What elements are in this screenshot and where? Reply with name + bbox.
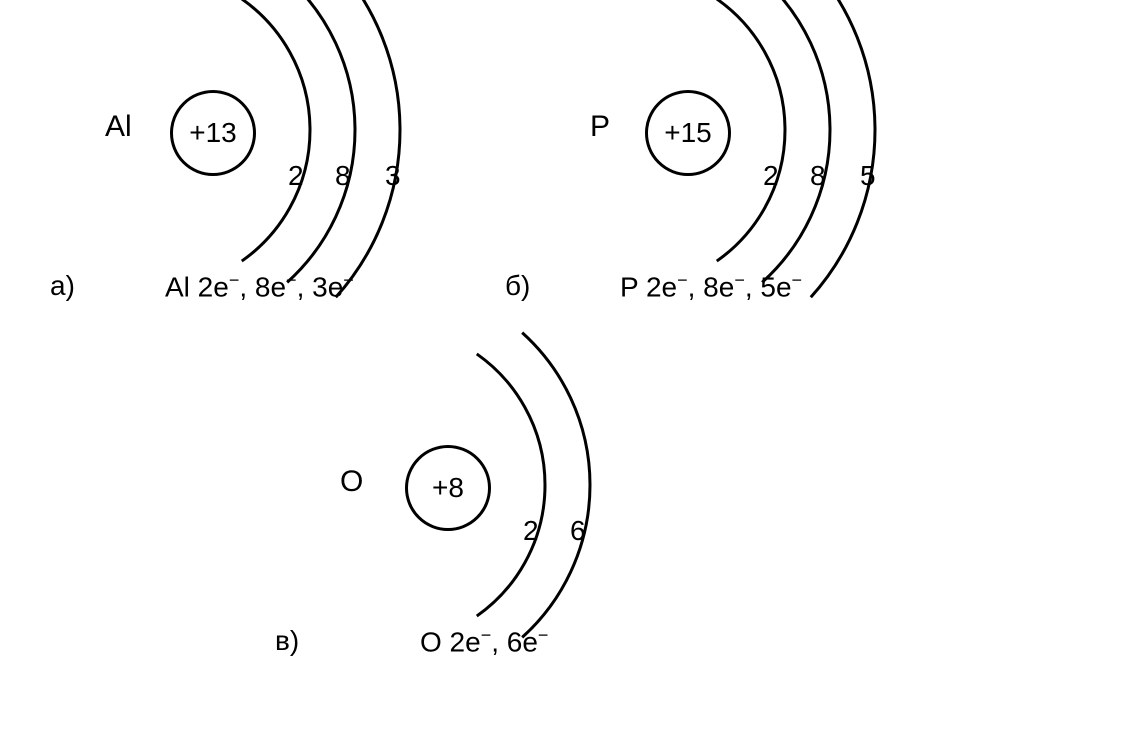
config-al: Al 2e−, 8e−, 3e− xyxy=(165,270,354,303)
shell-al-1-count: 2 xyxy=(288,160,304,192)
shell-o-2-count: 6 xyxy=(570,515,586,547)
shell-al-3-count: 3 xyxy=(385,160,401,192)
panel-label-v: в) xyxy=(275,625,299,657)
config-o: O 2e−, 6e− xyxy=(420,625,548,658)
nucleus-p: +15 xyxy=(645,90,731,176)
element-symbol-al: Al xyxy=(105,110,132,144)
panel-label-b: б) xyxy=(505,270,530,302)
nucleus-charge-p: +15 xyxy=(664,117,712,149)
panel-label-a: а) xyxy=(50,270,75,302)
config-p: P 2e−, 8e−, 5e− xyxy=(620,270,802,303)
nucleus-charge-o: +8 xyxy=(432,472,464,504)
element-symbol-p: P xyxy=(590,110,610,144)
shells-o xyxy=(0,0,1128,730)
shell-o-1-count: 2 xyxy=(523,515,539,547)
shells-al xyxy=(0,0,1128,730)
nucleus-charge-al: +13 xyxy=(189,117,237,149)
nucleus-al: +13 xyxy=(170,90,256,176)
shells-p xyxy=(0,0,1128,730)
shell-p-2-count: 8 xyxy=(810,160,826,192)
shell-p-1-count: 2 xyxy=(763,160,779,192)
shell-p-3-count: 5 xyxy=(860,160,876,192)
element-symbol-o: O xyxy=(340,465,363,499)
shell-al-2-count: 8 xyxy=(335,160,351,192)
nucleus-o: +8 xyxy=(405,445,491,531)
